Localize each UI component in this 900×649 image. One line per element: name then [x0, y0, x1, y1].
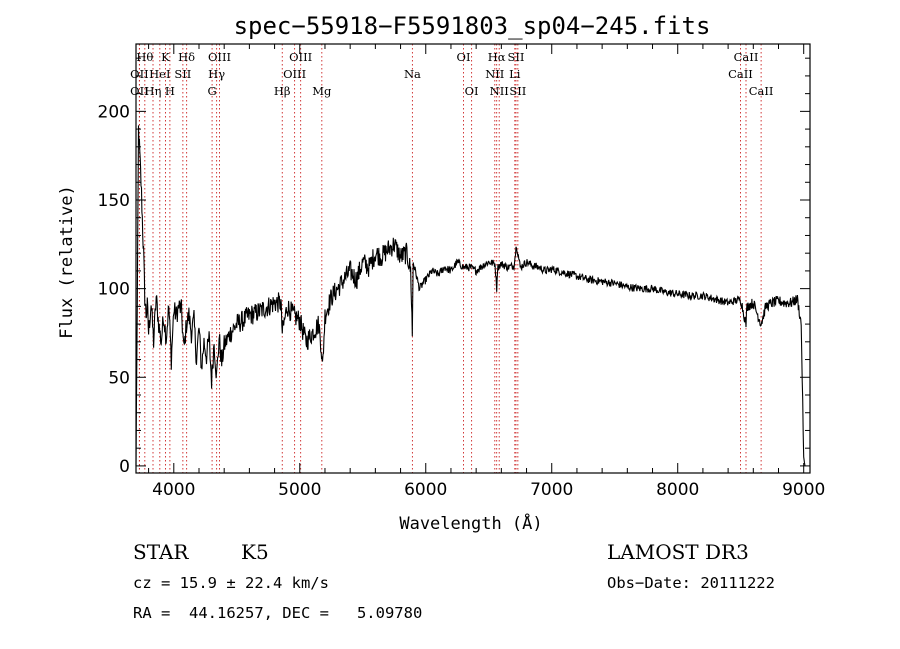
- y-tick-label: 100: [98, 280, 130, 300]
- y-tick-label: 0: [119, 457, 130, 477]
- spectral-line-label: SII: [507, 50, 524, 64]
- spectral-line-label: OII: [130, 67, 149, 81]
- spectral-line-label: Hγ: [208, 67, 225, 81]
- spectral-line-label: Hθ: [136, 50, 153, 64]
- spectral-line-label: OIII: [283, 67, 306, 81]
- spectral-line-label: Hα: [488, 50, 506, 64]
- x-tick-label: 7000: [530, 480, 573, 500]
- x-tick-label: 6000: [404, 480, 447, 500]
- x-tick-label: 4000: [152, 480, 195, 500]
- coordinates: RA = 44.16257, DEC = 5.09780: [133, 604, 423, 622]
- spectral-line-label: Hβ: [274, 84, 291, 98]
- redshift-velocity: cz = 15.9 ± 22.4 km/s: [133, 574, 329, 592]
- x-tick-label: 8000: [656, 480, 699, 500]
- x-tick-label: 5000: [278, 480, 321, 500]
- plot-frame: [135, 43, 811, 474]
- x-tick-label: 9000: [782, 480, 825, 500]
- spectral-line-label: CaII: [728, 67, 753, 81]
- spectral-line-label: OIII: [208, 50, 231, 64]
- spectral-line-label: H: [165, 84, 175, 98]
- spectral-line-labels: OII OII Hθ Hη HeI K H SII Hδ G Hγ OIII Hβ OIII OIII Mg N…: [130, 50, 773, 98]
- spectral-line-label: CaII: [734, 50, 759, 64]
- spectral-line-label: OII: [130, 84, 149, 98]
- spectral-line-label: G: [207, 84, 216, 98]
- chart-title: spec−55918−F5591803_sp04−245.fits: [234, 12, 711, 40]
- y-tick-label: 50: [108, 368, 130, 388]
- spectral-line-label: OI: [465, 84, 479, 98]
- spectral-line-label: Hη: [145, 84, 162, 98]
- observation-date: Obs−Date: 20111222: [607, 574, 775, 592]
- spectral-line-label: NII: [490, 84, 509, 98]
- spectral-line-label: SII: [509, 84, 526, 98]
- spectrum-series-line: [135, 125, 806, 466]
- axis-ticks: [136, 44, 810, 473]
- y-axis-label: Flux (relative): [57, 185, 77, 339]
- axis-tick-labels: 4000 5000 6000 7000 8000 9000 0 50 100 150 200: [98, 102, 826, 500]
- spectral-line-label: OIII: [289, 50, 312, 64]
- spectral-line-label: OI: [457, 50, 471, 64]
- spectral-line-label: SII: [174, 67, 191, 81]
- spectral-line-label: K: [161, 50, 170, 64]
- y-tick-label: 150: [98, 191, 130, 211]
- spectral-line-label: Li: [509, 67, 521, 81]
- object-subclass: K5: [241, 540, 269, 564]
- survey-name: LAMOST DR3: [607, 540, 749, 564]
- spectral-line-label: Na: [404, 67, 421, 81]
- object-class: STAR: [133, 540, 189, 564]
- y-tick-label: 200: [98, 102, 130, 122]
- x-axis-label: Wavelength (Å): [399, 512, 542, 534]
- spectral-line-label: NII: [485, 67, 504, 81]
- spectral-line-label: Mg: [312, 84, 332, 98]
- spectral-line-markers: [138, 44, 762, 473]
- spectrum-chart: spec−55918−F5591803_sp04−245.fits OIIOII…: [57, 12, 826, 534]
- spectral-line-label: Hδ: [178, 50, 195, 64]
- spectral-line-label: CaII: [749, 84, 774, 98]
- spectral-line-label: HeI: [149, 67, 170, 81]
